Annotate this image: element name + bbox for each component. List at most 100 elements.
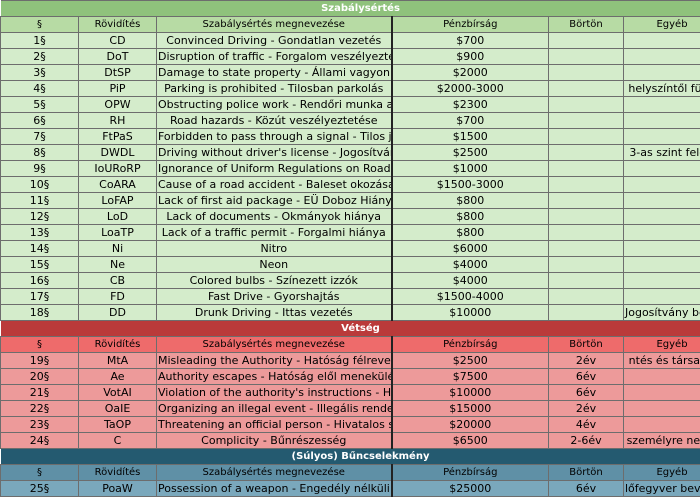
cell-paragraph[interactable]: 17§ bbox=[0, 288, 79, 305]
cell-fine[interactable]: $800 bbox=[391, 208, 549, 225]
cell-name[interactable]: Damage to state property - Állami vagyon… bbox=[156, 64, 393, 81]
cell-prison[interactable] bbox=[548, 240, 624, 257]
cell-paragraph[interactable]: 12§ bbox=[0, 208, 79, 225]
cell-name[interactable]: Lack of first aid package - EÜ Doboz Hiá… bbox=[156, 192, 393, 209]
cell-name[interactable]: Drunk Driving - Ittas vezetés bbox=[156, 304, 393, 321]
cell-abbreviation[interactable]: DoT bbox=[78, 48, 157, 65]
cell-paragraph[interactable]: 10§ bbox=[0, 176, 79, 193]
cell-abbreviation[interactable]: MtA bbox=[78, 352, 157, 369]
cell-paragraph[interactable]: 15§ bbox=[0, 256, 79, 273]
section-title[interactable]: Szabálysértés bbox=[0, 0, 700, 17]
cell-abbreviation[interactable]: Ne bbox=[78, 256, 157, 273]
header-prison[interactable]: Börtön bbox=[548, 464, 624, 481]
header-paragraph[interactable]: § bbox=[0, 336, 79, 353]
header-name[interactable]: Szabálysértés megnevezése bbox=[156, 464, 393, 481]
cell-fine[interactable]: $1000 bbox=[391, 160, 549, 177]
cell-abbreviation[interactable]: OPW bbox=[78, 96, 157, 113]
cell-extra[interactable] bbox=[623, 48, 700, 65]
cell-extra[interactable] bbox=[623, 416, 700, 433]
header-prison[interactable]: Börtön bbox=[548, 16, 624, 33]
section-title[interactable]: Vétség bbox=[0, 320, 700, 337]
cell-paragraph[interactable]: 2§ bbox=[0, 48, 79, 65]
cell-paragraph[interactable]: 14§ bbox=[0, 240, 79, 257]
cell-paragraph[interactable]: 20§ bbox=[0, 368, 79, 385]
header-name[interactable]: Szabálysértés megnevezése bbox=[156, 16, 393, 33]
cell-prison[interactable]: 4év bbox=[548, 416, 624, 433]
cell-extra[interactable]: személyre nem j bbox=[623, 432, 700, 449]
cell-fine[interactable]: $10000 bbox=[391, 304, 549, 321]
cell-extra[interactable] bbox=[623, 224, 700, 241]
cell-fine[interactable]: $4000 bbox=[391, 256, 549, 273]
cell-extra[interactable] bbox=[623, 160, 700, 177]
cell-prison[interactable] bbox=[548, 208, 624, 225]
cell-fine[interactable]: $2500 bbox=[391, 144, 549, 161]
cell-abbreviation[interactable]: IoURoRP bbox=[78, 160, 157, 177]
cell-fine[interactable]: $2300 bbox=[391, 96, 549, 113]
cell-name[interactable]: Possession of a weapon - Engedély nélkül… bbox=[156, 480, 393, 497]
cell-fine[interactable]: $800 bbox=[391, 192, 549, 209]
cell-fine[interactable]: $700 bbox=[391, 112, 549, 129]
cell-abbreviation[interactable]: TaOP bbox=[78, 416, 157, 433]
cell-fine[interactable]: $4000 bbox=[391, 272, 549, 289]
cell-prison[interactable] bbox=[548, 288, 624, 305]
cell-prison[interactable] bbox=[548, 144, 624, 161]
cell-abbreviation[interactable]: DWDL bbox=[78, 144, 157, 161]
cell-abbreviation[interactable]: Ae bbox=[78, 368, 157, 385]
cell-name[interactable]: Colored bulbs - Színezett izzók bbox=[156, 272, 393, 289]
cell-abbreviation[interactable]: CD bbox=[78, 32, 157, 49]
section-title[interactable]: (Súlyos) Bűncselekmény bbox=[0, 448, 700, 465]
cell-fine[interactable]: $10000 bbox=[391, 384, 549, 401]
cell-name[interactable]: Authority escapes - Hatóság elől menekül… bbox=[156, 368, 393, 385]
header-abbreviation[interactable]: Rövidítés bbox=[78, 336, 157, 353]
cell-extra[interactable] bbox=[623, 64, 700, 81]
cell-fine[interactable]: $800 bbox=[391, 224, 549, 241]
cell-extra[interactable] bbox=[623, 176, 700, 193]
cell-prison[interactable] bbox=[548, 192, 624, 209]
cell-name[interactable]: Cause of a road accident - Baleset okozá… bbox=[156, 176, 393, 193]
cell-fine[interactable]: $20000 bbox=[391, 416, 549, 433]
cell-abbreviation[interactable]: LoD bbox=[78, 208, 157, 225]
cell-abbreviation[interactable]: LoFAP bbox=[78, 192, 157, 209]
cell-name[interactable]: Neon bbox=[156, 256, 393, 273]
cell-paragraph[interactable]: 5§ bbox=[0, 96, 79, 113]
cell-fine[interactable]: $6500 bbox=[391, 432, 549, 449]
cell-extra[interactable] bbox=[623, 128, 700, 145]
header-fine[interactable]: Pénzbírság bbox=[391, 336, 549, 353]
cell-prison[interactable] bbox=[548, 128, 624, 145]
cell-fine[interactable]: $15000 bbox=[391, 400, 549, 417]
cell-prison[interactable] bbox=[548, 160, 624, 177]
cell-name[interactable]: Complicity - Bűnrészesség bbox=[156, 432, 393, 449]
cell-prison[interactable] bbox=[548, 272, 624, 289]
cell-prison[interactable] bbox=[548, 32, 624, 49]
cell-prison[interactable] bbox=[548, 48, 624, 65]
cell-paragraph[interactable]: 16§ bbox=[0, 272, 79, 289]
cell-name[interactable]: Ignorance of Uniform Regulations on Road… bbox=[156, 160, 393, 177]
header-abbreviation[interactable]: Rövidítés bbox=[78, 16, 157, 33]
cell-abbreviation[interactable]: Ni bbox=[78, 240, 157, 257]
cell-abbreviation[interactable]: VotAI bbox=[78, 384, 157, 401]
cell-paragraph[interactable]: 9§ bbox=[0, 160, 79, 177]
cell-paragraph[interactable]: 7§ bbox=[0, 128, 79, 145]
cell-name[interactable]: Road hazards - Közút veszélyeztetése bbox=[156, 112, 393, 129]
cell-extra[interactable]: 3-as szint felett bbox=[623, 144, 700, 161]
cell-extra[interactable] bbox=[623, 208, 700, 225]
cell-paragraph[interactable]: 25§ bbox=[0, 480, 79, 497]
cell-fine[interactable]: $25000 bbox=[391, 480, 549, 497]
cell-name[interactable]: Misleading the Authority - Hatóság félre… bbox=[156, 352, 393, 369]
cell-prison[interactable] bbox=[548, 304, 624, 321]
cell-fine[interactable]: $1500-4000 bbox=[391, 288, 549, 305]
cell-extra[interactable] bbox=[623, 192, 700, 209]
cell-prison[interactable] bbox=[548, 176, 624, 193]
header-fine[interactable]: Pénzbírság bbox=[391, 464, 549, 481]
cell-prison[interactable]: 6év bbox=[548, 384, 624, 401]
cell-name[interactable]: Driving without driver's license - Jogos… bbox=[156, 144, 393, 161]
cell-abbreviation[interactable]: CoARA bbox=[78, 176, 157, 193]
cell-fine[interactable]: $900 bbox=[391, 48, 549, 65]
cell-paragraph[interactable]: 24§ bbox=[0, 432, 79, 449]
cell-paragraph[interactable]: 23§ bbox=[0, 416, 79, 433]
cell-abbreviation[interactable]: RH bbox=[78, 112, 157, 129]
cell-abbreviation[interactable]: PiP bbox=[78, 80, 157, 97]
cell-extra[interactable]: lőfegyver bevonás bbox=[623, 480, 700, 497]
cell-extra[interactable] bbox=[623, 32, 700, 49]
header-extra[interactable]: Egyéb bbox=[623, 16, 700, 33]
